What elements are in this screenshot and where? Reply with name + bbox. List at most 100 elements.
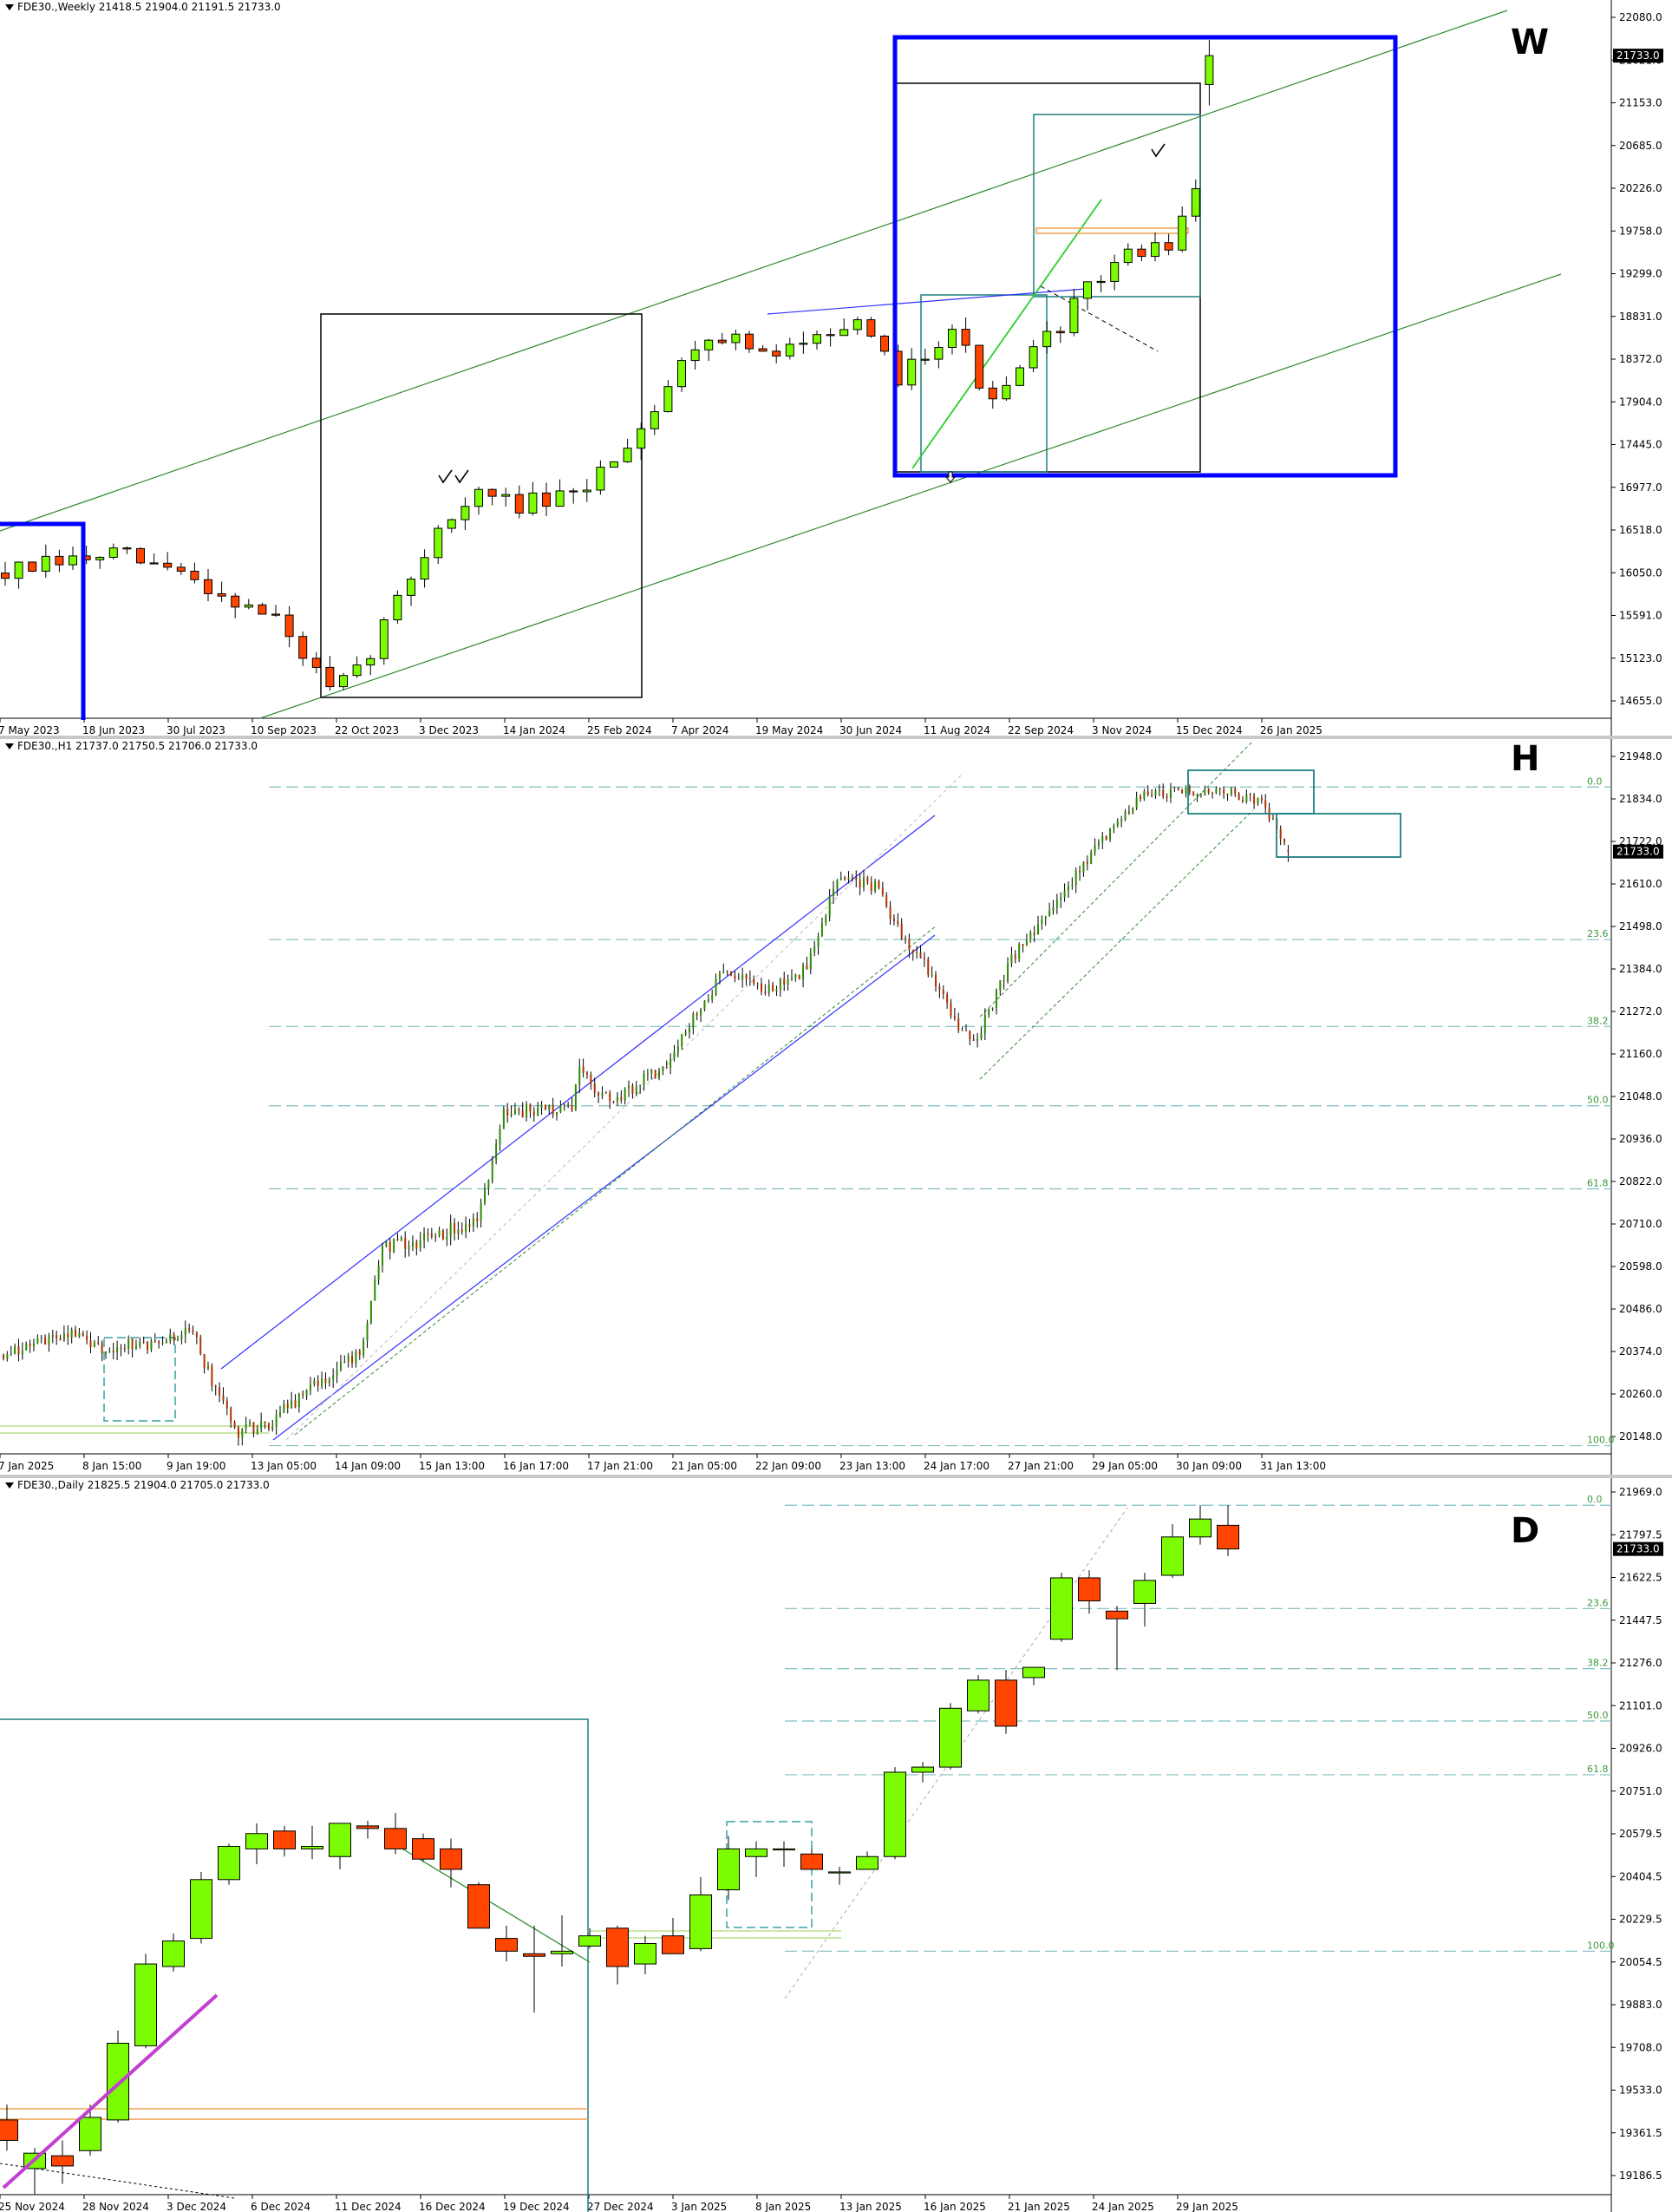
hourly-header-text: FDE30.,H1 21737.0 21750.5 21706.0 21733.… [17, 740, 258, 752]
current-price-label: 21733.0 [1616, 1543, 1660, 1555]
current-price-label: 21733.0 [1616, 49, 1660, 62]
blue-left-box [0, 521, 86, 720]
time-tick-label: 28 Nov 2024 [82, 2201, 149, 2212]
candle-body [190, 1879, 212, 1940]
upper-channel-line [0, 10, 1508, 532]
candle-body [961, 329, 970, 346]
price-tick-label: 20822.0 [1619, 1175, 1662, 1188]
candle-body [606, 1927, 629, 1967]
candle-body [14, 561, 23, 579]
weekly-tag-label: W [1511, 23, 1550, 62]
candle-body [1164, 242, 1173, 251]
candle-body [772, 350, 781, 357]
panel-separator[interactable] [0, 1475, 1672, 1478]
candle-body [662, 1935, 684, 1954]
candle-body [610, 461, 618, 468]
green-trend-line [911, 199, 1102, 469]
price-tick-label: 18372.0 [1619, 353, 1662, 365]
price-tick-label: 20374.0 [1619, 1345, 1662, 1358]
price-tick-label: 17445.0 [1619, 439, 1662, 451]
candle-body [1016, 367, 1024, 386]
candle-body [1217, 1524, 1239, 1550]
candle-body [384, 1828, 407, 1849]
candle-body [284, 614, 294, 638]
hourly-chart-panel[interactable]: 21948.0 21834.0 21722.0 21610.0 21498.0 21384… [0, 739, 1672, 1475]
candle-body [1096, 280, 1106, 284]
candle-body [813, 334, 821, 344]
candle-body [1042, 330, 1052, 348]
weekly-chart-svg[interactable]: 22080.021621.021153.020685.020226.019758… [0, 0, 1672, 736]
time-tick-label: 31 Jan 13:00 [1260, 1460, 1326, 1472]
fib-level-label: 0.0 [1587, 1494, 1603, 1505]
panel-separator[interactable] [0, 736, 1672, 739]
candle-body [134, 1963, 157, 2046]
collapse-triangle-icon[interactable] [5, 4, 14, 10]
candle-body [911, 1766, 934, 1773]
candle-body [325, 666, 335, 688]
daily-chart-header: FDE30.,Daily 21825.5 21904.0 21705.0 217… [5, 1479, 270, 1491]
candle-body [393, 594, 402, 621]
candle-body [495, 1938, 518, 1952]
candle-body [866, 319, 876, 337]
price-tick-label: 19186.5 [1619, 2169, 1662, 2182]
candle-body [1151, 242, 1159, 258]
price-tick-label: 18831.0 [1619, 311, 1662, 323]
dotted-projection-line [1040, 285, 1159, 352]
price-tick-label: 20579.5 [1619, 1828, 1662, 1840]
candle-body [107, 2042, 129, 2121]
candle-body [108, 547, 118, 558]
blue-channel-lower [272, 934, 936, 1441]
collapse-triangle-icon[interactable] [5, 1482, 14, 1489]
daily-header-text: FDE30.,Daily 21825.5 21904.0 21705.0 217… [17, 1479, 270, 1491]
candle-body [731, 333, 741, 344]
price-tick-label: 21622.5 [1619, 1572, 1662, 1584]
daily-chart-svg[interactable]: 21969.0 21797.5 21622.5 21447.5 21276.0 21101… [0, 1478, 1672, 2212]
hourly-chart-svg[interactable]: 21948.0 21834.0 21722.0 21610.0 21498.0 21384… [0, 739, 1672, 1475]
candle-body [1123, 248, 1133, 264]
candle-body [1106, 1610, 1128, 1620]
fib-level-label: 50.0 [1587, 1095, 1609, 1106]
candle-body [745, 1848, 767, 1857]
teal-lower-box [1276, 813, 1401, 858]
blue-channel-upper [220, 815, 936, 1370]
candle-body [217, 592, 226, 597]
candle-body [1205, 55, 1214, 85]
hourly-chart-header: FDE30.,H1 21737.0 21750.5 21706.0 21733.… [5, 740, 258, 752]
candle-body [1055, 330, 1065, 334]
candle-body [1191, 188, 1200, 217]
candle-body [298, 636, 308, 659]
time-tick-label: 9 Jan 19:00 [167, 1460, 225, 1472]
time-tick-label: 24 Jan 17:00 [924, 1460, 989, 1472]
candle-body [162, 1940, 185, 1967]
candle-body [41, 555, 50, 573]
price-tick-label: 20710.0 [1619, 1218, 1662, 1230]
price-tick-label: 14655.0 [1619, 695, 1662, 707]
time-tick-label: 27 Jan 21:00 [1008, 1460, 1074, 1472]
price-tick-label: 21447.5 [1619, 1614, 1662, 1626]
price-tick-label: 20486.0 [1619, 1303, 1662, 1315]
candle-body [311, 658, 321, 668]
time-tick-label: 11 Aug 2024 [924, 724, 990, 736]
price-tick-label: 16518.0 [1619, 524, 1662, 536]
price-tick-label: 19533.0 [1619, 2084, 1662, 2097]
daily-chart-panel[interactable]: 21969.0 21797.5 21622.5 21447.5 21276.0 21101… [0, 1478, 1672, 2212]
price-tick-label: 21101.0 [1619, 1699, 1662, 1711]
time-tick-label: 22 Oct 2023 [335, 724, 399, 736]
fib-level-label: 38.2 [1587, 1658, 1609, 1669]
candle-body [231, 595, 240, 608]
candle-body [122, 547, 132, 550]
teal-range-box [0, 1718, 589, 2212]
candle-body [785, 344, 794, 357]
time-tick-label: 21 Jan 2025 [1008, 2201, 1070, 2212]
collapse-triangle-icon[interactable] [5, 743, 14, 749]
candle-body [352, 664, 362, 677]
candle-body [934, 347, 944, 360]
candle-body [244, 604, 253, 608]
candle-body [1178, 215, 1187, 251]
price-tick-label: 21153.0 [1619, 97, 1662, 109]
candle-body [1083, 281, 1092, 299]
time-tick-label: 6 Dec 2024 [251, 2201, 310, 2212]
candle-body [523, 1953, 545, 1957]
weekly-chart-panel[interactable]: 22080.021621.021153.020685.020226.019758… [0, 0, 1672, 736]
daily-tag-label: D [1511, 1511, 1540, 1551]
